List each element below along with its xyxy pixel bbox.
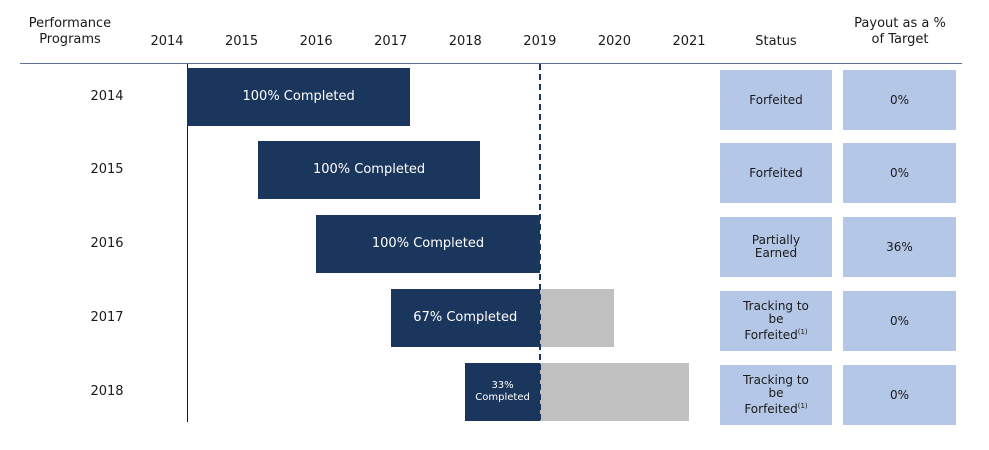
x-tick-label: 2021 [672,34,706,49]
x-tick-label: 2016 [299,34,333,49]
payout-box: 0% [843,365,956,425]
bar-label: 100% Completed [312,162,426,177]
status-box: Partially Earned [720,217,832,277]
x-tick-label: 2020 [597,34,631,49]
reference-line [538,64,541,420]
payout-header: Payout as a % of Target [854,16,946,47]
status: Partially Earned [751,233,801,260]
payout: 0% [889,92,910,107]
program-label: 2017 [90,310,124,325]
status-text: Forfeited [749,92,803,107]
status-header: Status [755,34,797,49]
completed-bar: 100% Completed [187,68,411,126]
status-text: Forfeited [749,165,803,180]
footnote-mark: (1) [797,402,808,410]
payout: 0% [889,313,910,328]
status: Tracking to be Forfeited [743,373,809,416]
program-label: 2015 [90,162,124,177]
completed-bar: 100% Completed [257,141,481,199]
payout-box: 0% [843,70,956,130]
program-label: 2016 [90,236,124,251]
payout: 0% [889,387,910,402]
status: Forfeited [749,92,803,107]
status: Tracking to be Forfeited [743,299,809,342]
status: Forfeited [749,165,803,180]
status-box: Forfeited [720,70,832,130]
completed-bar: 33% Completed [465,363,540,421]
status-text: Tracking to be Forfeited(1) [741,374,811,416]
row-header: Performance Programs [28,16,112,47]
payout-box: 0% [843,143,956,203]
projected-bar [539,289,615,347]
program-label: 2018 [90,384,124,399]
bar-label: 33% Completed [475,380,530,403]
x-tick-label: 2015 [225,34,259,49]
status-text: Partially Earned [741,234,811,260]
completed-bar: 67% Completed [390,289,540,347]
program-label: 2014 [90,89,124,104]
payout-box: 36% [843,217,956,277]
footnote-mark: (1) [797,328,808,336]
completed-bar: 100% Completed [316,215,540,273]
status-box: Tracking to be Forfeited(1) [720,291,832,351]
projected-bar [539,363,689,421]
bar-label: 67% Completed [413,310,518,325]
x-tick-label: 2018 [448,34,482,49]
bar-label: 100% Completed [371,236,485,251]
header-rule [20,63,962,64]
x-tick-label: 2019 [523,34,557,49]
status-box: Forfeited [720,143,832,203]
status-box: Tracking to be Forfeited(1) [720,365,832,425]
payout: 36% [886,239,913,254]
bar-label: 100% Completed [242,89,355,104]
axis-line [187,64,188,422]
x-tick-label: 2017 [374,34,408,49]
payout: 0% [889,165,910,180]
x-tick-label: 2014 [150,34,184,49]
status-text: Tracking to be Forfeited(1) [741,300,811,342]
payout-box: 0% [843,291,956,351]
